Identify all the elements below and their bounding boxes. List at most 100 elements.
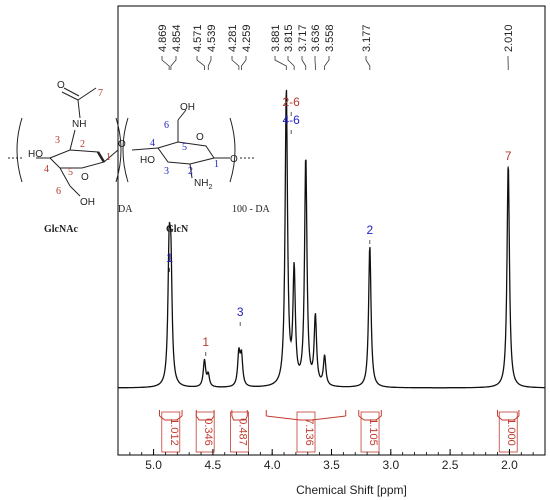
glcn-subscript: 100 - DA <box>232 204 271 215</box>
x-tick-label: 4.0 <box>264 458 281 472</box>
integral-bracket <box>265 410 347 416</box>
integral-box <box>230 411 249 453</box>
glcnac-c6-bond <box>59 167 71 187</box>
chitosan-structure: O NH HO O O OH O OH HO O NH2 O 7 3 2 1 4… <box>8 80 271 235</box>
integral-0: 1.012 <box>159 410 183 453</box>
integral-bracket <box>497 410 520 416</box>
integral-4: 1.105 <box>358 410 382 453</box>
peak-label: 3.815 <box>283 24 295 52</box>
glcn-nh2-bond <box>189 163 193 179</box>
spectrum <box>118 89 545 389</box>
glcnac-o-right <box>103 149 119 163</box>
integral-1: 0.346 <box>195 410 215 453</box>
integrals: 1.012 0.346 0.487 7.136 1.105 1.000 <box>159 410 520 453</box>
peak-label: 4.539 <box>206 24 218 52</box>
glcnac-num-1: 1 <box>106 152 111 163</box>
assignment-label: 4-6 <box>283 113 301 127</box>
glcn-num-5: 5 <box>182 142 187 153</box>
glcnac-oh-bond <box>69 185 81 197</box>
peak-connector <box>170 56 177 70</box>
bracket-right-1 <box>115 117 122 183</box>
glcnac-num-6: 6 <box>56 186 61 197</box>
integral-value: 1.105 <box>367 418 379 446</box>
peak-connector <box>301 56 307 70</box>
integral-box <box>498 411 518 453</box>
integral-value: 0.487 <box>237 418 249 446</box>
integral-value: 7.136 <box>303 418 315 446</box>
glcn-nh2-label: NH2 <box>194 178 212 191</box>
integral-curve <box>497 415 520 421</box>
glcn-num-6: 6 <box>164 120 169 131</box>
glycosidic-o-label: O <box>118 139 126 150</box>
integral-bracket <box>195 410 215 416</box>
x-axis-label: Chemical Shift [ppm] <box>296 483 407 497</box>
glcn-oh-bond <box>177 109 187 121</box>
integral-bracket <box>358 410 382 416</box>
peak-label: 4.854 <box>171 24 183 52</box>
glcnac-co-bond <box>77 99 81 119</box>
peak-label: 3.558 <box>324 24 336 52</box>
peak-label: 4.281 <box>227 24 239 52</box>
peak-label: 3.881 <box>270 24 282 52</box>
x-tick-label: 3.5 <box>323 458 340 472</box>
peak-connector <box>324 56 330 70</box>
glcnac-bond-bold <box>96 151 106 163</box>
glcn-num-4: 4 <box>150 138 155 149</box>
peak-label: 4.869 <box>157 24 169 52</box>
bracket-right-2 <box>229 117 236 183</box>
peak-labels: 4.869 4.854 4.571 4.539 4.281 4.259 3.881 3.815… <box>157 24 515 70</box>
glcn-num-1: 1 <box>214 159 219 170</box>
assignment-label: 1 <box>202 335 209 349</box>
x-tick-label: 2.0 <box>501 458 518 472</box>
peak-label: 4.571 <box>192 24 204 52</box>
peak-connector <box>207 56 212 70</box>
glcnac-subscript: DA <box>118 204 133 215</box>
peak-assignments: 1 1 3 2-6 4-6 2 7 <box>166 95 512 356</box>
assignment-label: 2 <box>366 223 373 237</box>
glcnac-ring-o: O <box>81 172 89 183</box>
assignment-label: 1 <box>166 251 173 265</box>
glcn-ring-o: O <box>196 132 204 143</box>
glcnac-num-3: 3 <box>55 135 60 146</box>
glcn-oh-label: OH <box>180 102 195 113</box>
integral-5: 1.000 <box>497 410 520 453</box>
x-tick-label: 2.5 <box>442 458 459 472</box>
integral-box <box>195 411 215 453</box>
glcnac-nh-label: NH <box>72 119 86 130</box>
glcnac-num-4: 4 <box>44 164 49 175</box>
glcnac-num-2: 2 <box>80 139 85 150</box>
peak-label: 3.636 <box>310 24 322 52</box>
glcnac-co-double-a <box>61 91 79 101</box>
peak-connector <box>196 56 205 70</box>
x-tick-label: 3.0 <box>382 458 399 472</box>
peak-connector <box>231 56 240 70</box>
bracket-left-2 <box>122 117 129 183</box>
glcnac-num-7: 7 <box>98 88 103 99</box>
glcn-name: GlcN <box>166 224 189 235</box>
peak-connector <box>365 56 371 70</box>
integral-bracket <box>231 410 248 416</box>
integral-box <box>360 411 380 453</box>
integral-curve <box>266 415 346 421</box>
peak-label: 3.717 <box>297 24 309 52</box>
x-tick-label: 5.0 <box>145 458 162 472</box>
integral-box <box>296 411 316 453</box>
glcnac-oh-label: OH <box>80 197 95 208</box>
glcnac-ho-label: HO <box>28 149 43 160</box>
integral-2: 0.487 <box>230 410 249 453</box>
peak-connector <box>161 56 170 70</box>
integral-bracket <box>159 410 183 416</box>
integral-curve <box>231 415 248 421</box>
integral-box <box>161 411 181 453</box>
peak-label: 3.177 <box>361 24 373 52</box>
glcnac-n-bond <box>69 129 76 151</box>
peak-label: 4.259 <box>241 24 253 52</box>
spectrum-trace <box>118 89 545 389</box>
peak-connector <box>287 56 295 70</box>
glcnac-co-double-b <box>63 87 80 97</box>
peak-connector <box>241 56 247 70</box>
glcnac-ring <box>49 149 105 169</box>
bracket-left-1 <box>16 117 23 183</box>
assignment-label: 2-6 <box>283 95 301 109</box>
